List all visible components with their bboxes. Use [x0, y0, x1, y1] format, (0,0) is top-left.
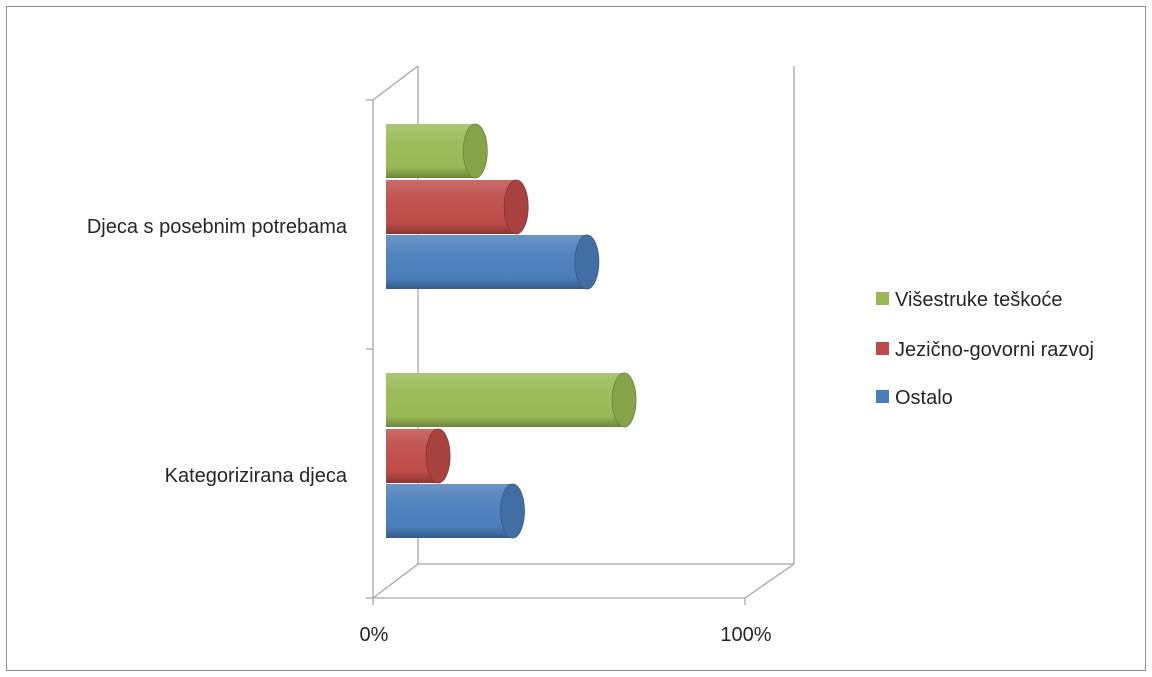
legend-label-viseestruke: Višestruke teškoće — [895, 289, 1063, 311]
back-top-edge — [372, 65, 419, 101]
bar-2-0 — [386, 372, 637, 428]
bar-body — [386, 484, 525, 538]
x-tick-label-0: 0% — [360, 624, 389, 646]
chart-frame — [6, 6, 1146, 671]
category-label-posebne-potrebe: Djeca s posebnim potrebama — [87, 216, 348, 238]
bar-body — [386, 373, 637, 427]
bar-body — [386, 124, 488, 178]
bar-0-1 — [386, 234, 600, 290]
bar-cap — [462, 123, 488, 179]
legend-label-ostalo: Ostalo — [895, 387, 953, 409]
bar-0-0 — [386, 483, 525, 539]
x-tick-label-100: 100% — [720, 624, 771, 646]
legend-swatch-viseestruke — [876, 292, 889, 305]
bar-1-1 — [386, 179, 529, 235]
bar-1-0 — [386, 428, 451, 484]
bar-2-1 — [386, 123, 488, 179]
floor-left-edge — [372, 563, 419, 599]
bar-cap — [503, 179, 529, 235]
floor-right-edge — [744, 563, 795, 599]
bars-group — [386, 123, 637, 539]
legend-swatch-jezicno — [876, 342, 889, 355]
bar-cap — [574, 234, 600, 290]
legend-swatch-ostalo — [876, 390, 889, 403]
bar-cap — [425, 428, 451, 484]
category-label-kategorizirana: Kategorizirana djeca — [165, 465, 348, 487]
bar-body — [386, 235, 599, 289]
legend: Višestruke teškoće Jezično-govorni razvo… — [876, 289, 1094, 409]
bar-body — [386, 180, 529, 234]
bar-cap — [500, 483, 525, 539]
legend-label-jezicno: Jezično-govorni razvoj — [895, 339, 1094, 361]
bar-cap — [611, 372, 637, 428]
